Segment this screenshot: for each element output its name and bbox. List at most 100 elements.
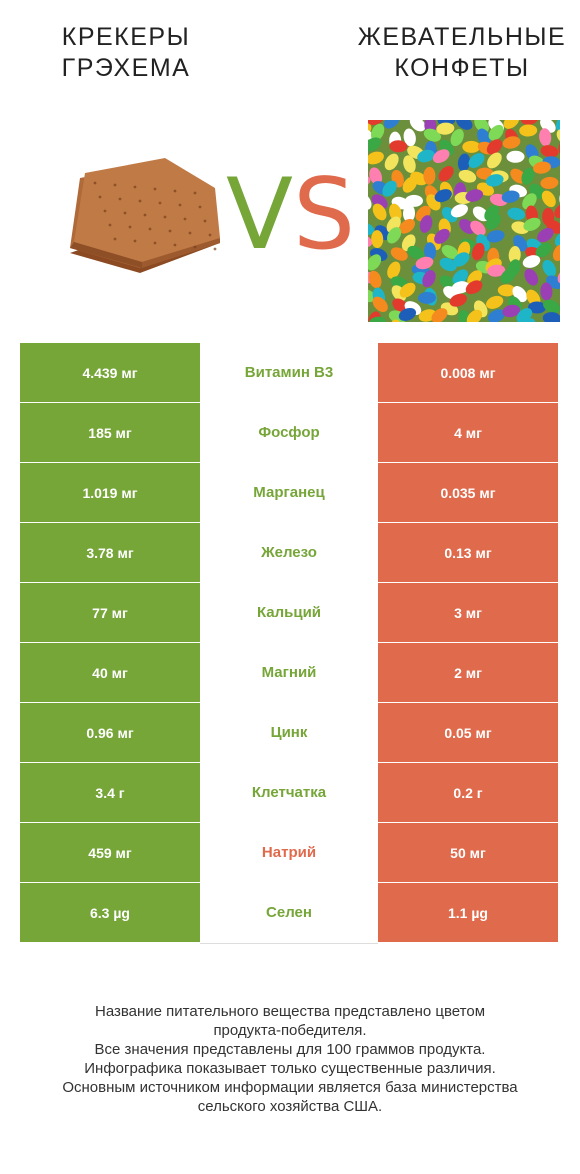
left-value: 3.78 мг <box>20 523 200 582</box>
comparison-table: 4.439 мг Витамин B3 0.008 мг 185 мг Фосфор 4 … <box>20 343 558 944</box>
jelly-bean <box>508 245 521 264</box>
jelly-bean <box>523 217 541 231</box>
jelly-bean <box>522 193 537 210</box>
vs-v: V <box>226 158 294 272</box>
jelly-bean <box>419 215 433 233</box>
jelly-bean <box>371 230 384 249</box>
right-value: 2 мг <box>378 643 558 702</box>
jelly-bean <box>368 128 373 141</box>
jelly-bean <box>470 220 486 236</box>
jelly-bean <box>537 227 554 243</box>
jelly-bean <box>437 120 456 126</box>
row-divider <box>200 462 378 463</box>
jelly-bean <box>368 137 382 152</box>
jelly-bean <box>407 245 425 260</box>
jelly-bean <box>540 176 559 189</box>
jelly-bean <box>417 149 435 163</box>
right-value: 1.1 µg <box>378 883 558 942</box>
jelly-bean <box>462 140 481 153</box>
right-value: 0.13 мг <box>378 523 558 582</box>
jelly-bean <box>540 282 553 301</box>
footer-line: сельского хозяйства США. <box>197 1098 383 1115</box>
jelly-bean <box>453 252 470 267</box>
nutrient-name: Марганец <box>200 463 378 522</box>
jelly-bean <box>369 167 383 185</box>
table-row: 3.78 мг Железо 0.13 мг <box>20 523 558 583</box>
table-row: 185 мг Фосфор 4 мг <box>20 403 558 463</box>
jelly-bean <box>522 255 541 268</box>
jelly-bean <box>389 203 402 222</box>
jelly-bean <box>468 153 485 168</box>
jelly-bean <box>474 120 490 133</box>
jelly-bean <box>507 207 526 220</box>
jelly-bean <box>383 120 400 129</box>
jelly-bean <box>449 293 467 307</box>
left-value: 1.019 мг <box>20 463 200 522</box>
jelly-bean <box>368 316 386 322</box>
jelly-bean <box>502 136 521 149</box>
footer-line: Все значения представлены для 100 граммо… <box>94 1041 486 1058</box>
nutrient-name: Селен <box>200 883 378 942</box>
jelly-bean <box>487 309 505 322</box>
nutrient-name: Железо <box>200 523 378 582</box>
jelly-bean <box>390 247 408 261</box>
jelly-bean <box>521 167 535 185</box>
jelly-bean <box>540 145 559 158</box>
jelly-bean <box>497 284 516 297</box>
jelly-bean <box>458 310 471 322</box>
jelly-bean <box>554 203 560 219</box>
jelly-bean <box>551 318 560 322</box>
jelly-bean <box>423 128 441 142</box>
vs-label: VS <box>226 160 355 270</box>
jelly-bean <box>441 245 459 259</box>
jelly-bean <box>384 153 399 171</box>
right-title-line1: ЖЕВАТЕЛЬНЫЕ <box>357 23 567 51</box>
nutrient-name: Клетчатка <box>200 763 378 822</box>
jelly-bean <box>409 120 426 132</box>
row-divider <box>200 762 378 763</box>
jelly-bean <box>368 254 382 271</box>
jelly-bean <box>500 268 516 284</box>
jelly-bean <box>535 242 552 258</box>
jelly-bean <box>403 155 416 173</box>
jelly-bean <box>487 152 502 169</box>
jelly-beans-image <box>368 120 560 322</box>
jelly-bean <box>555 120 560 132</box>
left-title-line2: ГРЭХЕМА <box>61 54 191 82</box>
right-value: 4 мг <box>378 403 558 462</box>
nutrient-name: Натрий <box>200 823 378 882</box>
footer-line: Инфографика показывает только существенн… <box>84 1060 496 1077</box>
jelly-bean <box>450 128 464 147</box>
jelly-bean <box>452 269 469 285</box>
left-value: 3.4 г <box>20 763 200 822</box>
jelly-bean <box>398 307 417 321</box>
left-title-line1: КРЕКЕРЫ <box>61 23 191 51</box>
jelly-bean <box>539 128 552 147</box>
jelly-bean <box>542 259 556 277</box>
jelly-bean <box>436 122 455 135</box>
jelly-bean <box>502 304 521 318</box>
table-bottom-line <box>200 943 378 944</box>
row-divider <box>200 522 378 523</box>
jelly-bean <box>399 219 415 234</box>
table-row: 3.4 г Клетчатка 0.2 г <box>20 763 558 823</box>
jelly-bean <box>386 227 402 244</box>
right-product-title: ЖЕВАТЕЛЬНЫЕ КОНФЕТЫ <box>352 22 572 84</box>
nutrient-name: Кальций <box>200 583 378 642</box>
jelly-bean <box>503 120 520 129</box>
jelly-bean <box>439 275 457 290</box>
jelly-bean <box>466 309 483 322</box>
table-row: 4.439 мг Витамин B3 0.008 мг <box>20 343 558 403</box>
jelly-bean <box>438 166 454 182</box>
jelly-bean <box>486 295 504 309</box>
jelly-bean <box>368 151 384 165</box>
nutrient-name: Фосфор <box>200 403 378 462</box>
jelly-bean <box>519 124 538 137</box>
nutrient-name: Витамин B3 <box>200 343 378 402</box>
left-value: 185 мг <box>20 403 200 462</box>
jelly-bean <box>382 180 397 197</box>
jelly-bean <box>368 222 375 236</box>
jelly-bean <box>487 264 506 277</box>
table-row: 77 мг Кальций 3 мг <box>20 583 558 643</box>
footer-note: Название питательного вещества представл… <box>20 1002 560 1116</box>
